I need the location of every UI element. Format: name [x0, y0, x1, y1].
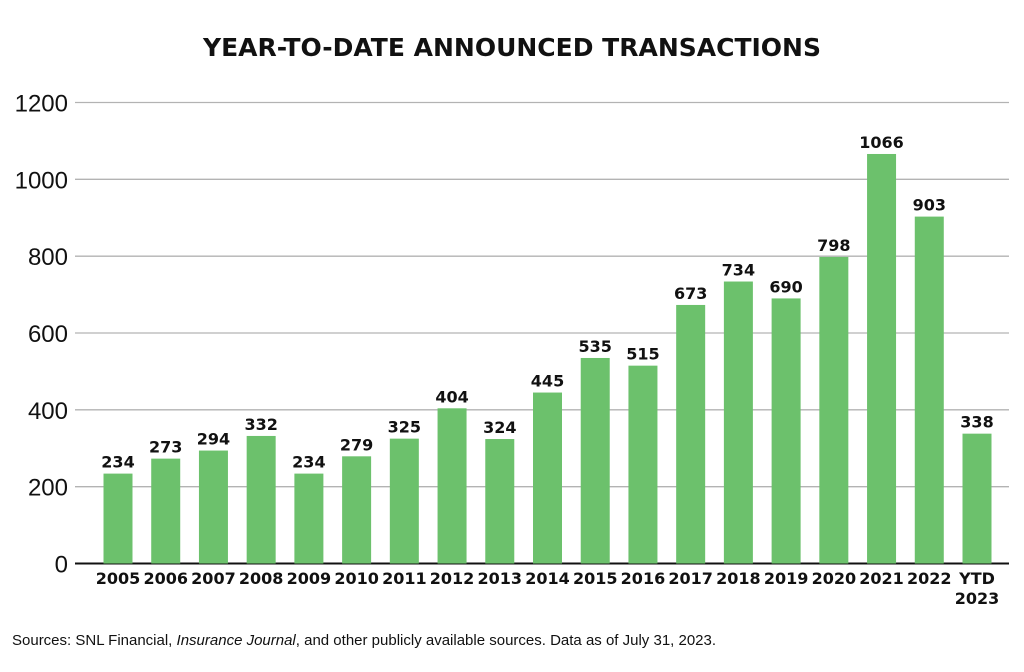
x-tick-label: 2021	[859, 569, 904, 588]
data-label: 903	[913, 196, 946, 215]
x-tick-label: 2014	[525, 569, 570, 588]
x-tick-label: 2009	[287, 569, 332, 588]
bar	[294, 473, 324, 564]
x-tick-label: 2010	[334, 569, 379, 588]
source-prefix: Sources: SNL Financial,	[12, 632, 177, 649]
y-tick-label: 1000	[15, 167, 68, 194]
data-label: 324	[483, 418, 516, 437]
data-label: 279	[340, 435, 373, 454]
x-tick-label: 2016	[621, 569, 666, 588]
y-tick-label: 200	[28, 475, 68, 502]
bar	[771, 298, 801, 564]
x-tick-label: 2015	[573, 569, 618, 588]
data-label: 338	[960, 413, 993, 432]
bar	[246, 435, 276, 564]
bar	[198, 450, 228, 564]
bar	[389, 438, 419, 564]
y-tick-label: 1200	[15, 91, 68, 118]
y-tick-label: 400	[28, 398, 68, 425]
y-tick-label: 600	[28, 321, 68, 348]
data-label: 234	[101, 453, 134, 472]
bar	[723, 281, 753, 564]
x-tick-label: 2017	[668, 569, 713, 588]
data-label: 445	[531, 372, 564, 391]
bar	[437, 408, 467, 564]
data-label: 234	[292, 453, 325, 472]
x-tick-label: 2018	[716, 569, 761, 588]
bar	[628, 365, 658, 564]
data-label: 1066	[859, 133, 904, 152]
x-tick-label: 2019	[764, 569, 809, 588]
data-label: 325	[388, 418, 421, 437]
bar	[676, 304, 706, 564]
data-label: 798	[817, 236, 850, 255]
bar	[103, 473, 133, 564]
data-label: 535	[579, 337, 612, 356]
x-tick-label: YTD 2023	[955, 569, 1000, 608]
data-label: 515	[626, 345, 659, 364]
bar	[580, 357, 610, 564]
x-tick-label: 2008	[239, 569, 284, 588]
bar	[342, 456, 372, 564]
x-tick-label: 2013	[478, 569, 523, 588]
x-tick-label: 2007	[191, 569, 236, 588]
data-label: 690	[769, 277, 802, 296]
x-tick-label: 2022	[907, 569, 952, 588]
data-label: 294	[197, 430, 230, 449]
data-label: 673	[674, 284, 707, 303]
chart-title: YEAR-TO-DATE ANNOUNCED TRANSACTIONS	[202, 33, 821, 62]
y-tick-label: 800	[28, 244, 68, 271]
source-suffix: , and other publicly available sources. …	[295, 632, 717, 649]
bar	[819, 256, 849, 564]
source-note: Sources: SNL Financial, Insurance Journa…	[12, 632, 716, 649]
x-tick-label: 2005	[96, 569, 141, 588]
x-tick-label: 2012	[430, 569, 475, 588]
bar	[485, 439, 515, 564]
bar	[151, 458, 181, 564]
x-tick-label: 2011	[382, 569, 427, 588]
source-publication: Insurance Journal	[176, 632, 296, 649]
x-tick-label: 2006	[143, 569, 188, 588]
bar	[533, 392, 562, 564]
x-tick-label: 2020	[812, 569, 857, 588]
data-label: 734	[722, 261, 755, 280]
y-tick-label: 0	[55, 552, 68, 579]
data-label: 332	[244, 415, 277, 434]
bar	[914, 216, 944, 564]
data-label: 273	[149, 438, 182, 457]
data-label: 404	[435, 387, 468, 406]
bar	[962, 433, 992, 564]
bar	[867, 153, 897, 564]
